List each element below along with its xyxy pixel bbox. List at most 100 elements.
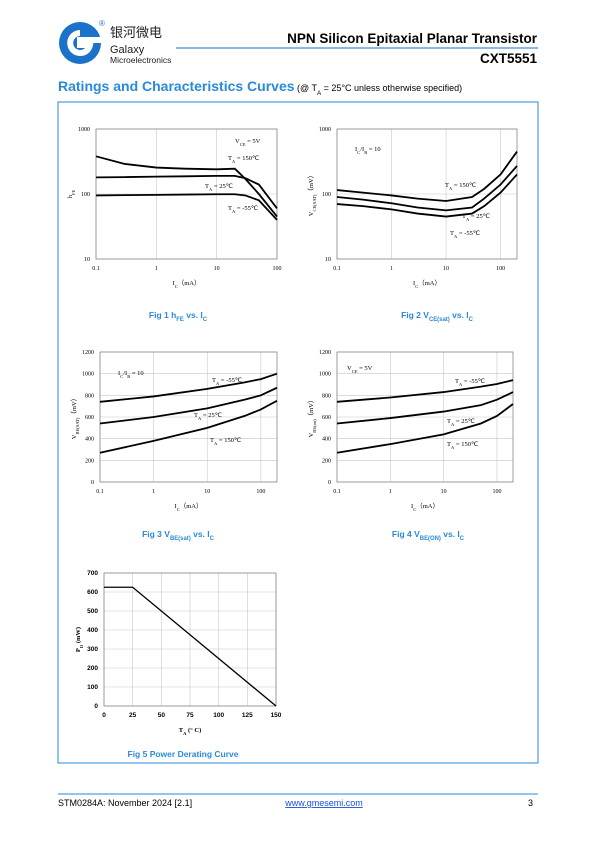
text-part: （mA） [416,502,439,510]
x-tick-label: 100 [256,489,265,495]
x-tick-label: 0.1 [333,489,341,495]
subscript: A [214,441,218,446]
x-tick-label: 100 [273,266,282,272]
subscript: A [198,416,202,421]
text-part: T [194,412,198,419]
subscript: FE [176,317,184,323]
x-tick-label: 10 [204,489,210,495]
figure-caption: Fig 2 VCE(sat) vs. IC [401,310,474,323]
text-part: h [67,194,74,198]
y-tick-label: 500 [87,608,98,615]
y-tick-label: 100 [81,192,90,198]
x-tick-label: 0.1 [96,489,104,495]
curve [336,165,518,212]
x-tick-label: 10 [441,489,447,495]
annotation: TA = 150℃ [447,441,479,450]
subscript: A [216,381,220,386]
y-tick-label: 300 [87,646,98,653]
y-tick-label: 200 [87,665,98,672]
annotation: IC/IB = 10 [118,370,144,379]
text-part: I [173,280,175,287]
doc-title: NPN Silicon Epitaxial Planar Transistor [287,31,538,46]
annotation: TA = -55℃ [450,230,481,239]
x-tick-label: 150 [271,712,282,719]
subscript: C [460,536,465,542]
text-part: = 150℃ [454,441,479,448]
subscript: A [232,209,236,214]
subscript: C [177,507,180,512]
text-part: = 150℃ [452,182,477,189]
curve [95,155,278,218]
subscript: BE(ON) [420,536,441,542]
subscript: A [451,422,455,427]
x-tick-label: 100 [213,712,224,719]
text-part: （mV） [307,397,315,420]
y-tick-label: 1000 [319,372,331,378]
subscript: A [183,731,187,736]
subscript: C [357,150,360,155]
section-condition: (@ TA = 25°C unless otherwise specified) [297,83,462,97]
y-axis-label: VBE(on)（mV） [307,397,317,438]
curve [95,174,278,209]
x-tick-label: 75 [186,712,194,719]
text-part: (° C) [186,727,201,734]
annotation: VCE = 5V [347,365,373,374]
annotation: TA = 150℃ [445,182,477,191]
y-tick-label: 1000 [78,127,90,133]
text-part: T [212,377,216,384]
y-tick-label: 700 [87,570,98,577]
text-part: T [455,378,459,385]
text-part: vs. I [191,529,210,539]
footer-page: 3 [528,798,533,808]
text-part: vs. I [184,310,203,320]
subscript: C [175,284,178,289]
text-part: = -55℃ [219,377,243,384]
subscript: A [454,234,458,239]
text-part: T [228,205,232,212]
text-part: = -55℃ [235,205,259,212]
x-tick-label: 0.1 [92,266,100,272]
text-part: Fig 3 V [142,529,170,539]
subscript: B [127,374,130,379]
company: Galaxy [110,44,145,56]
x-axis-label: TA (° C) [179,727,202,736]
text-part: T [205,183,209,190]
subscript: A [317,90,322,97]
text-part: vs. I [441,529,460,539]
footer-url[interactable]: www.gmesemi.com [284,798,363,808]
figure-caption: Fig 4 VBE(ON) vs. IC [392,529,465,542]
subscript: BE(SAT) [75,417,80,434]
text-part: /I [360,146,364,153]
curve [104,586,277,707]
x-tick-label: 10 [214,266,220,272]
y-tick-label: 400 [85,437,94,443]
subscript: B [364,150,367,155]
text-part: = 5V [358,365,373,372]
subscript: A [459,382,463,387]
x-tick-label: 1 [390,266,393,272]
text-part: = 10 [367,146,380,153]
y-tick-label: 100 [322,192,331,198]
x-tick-label: 1 [155,266,158,272]
text-part: Fig 2 V [401,310,429,320]
x-tick-label: 1 [389,489,392,495]
logo-g [67,30,101,56]
text-part: = 10 [130,370,143,377]
part-number: CXT5551 [480,51,538,66]
y-tick-label: 400 [322,437,331,443]
subscript: C [203,317,208,323]
annotation: TA = -55℃ [212,377,243,386]
company-cn: 银河微电 [110,26,162,41]
y-tick-label: 1000 [82,372,94,378]
subscript: CE(SAT) [312,194,317,211]
text-part: = 150℃ [217,437,242,444]
y-tick-label: 100 [87,684,98,691]
x-tick-label: 100 [496,266,505,272]
y-tick-label: 600 [87,589,98,596]
subscript: A [466,217,470,222]
text-part: T [445,182,449,189]
curve [336,173,518,218]
